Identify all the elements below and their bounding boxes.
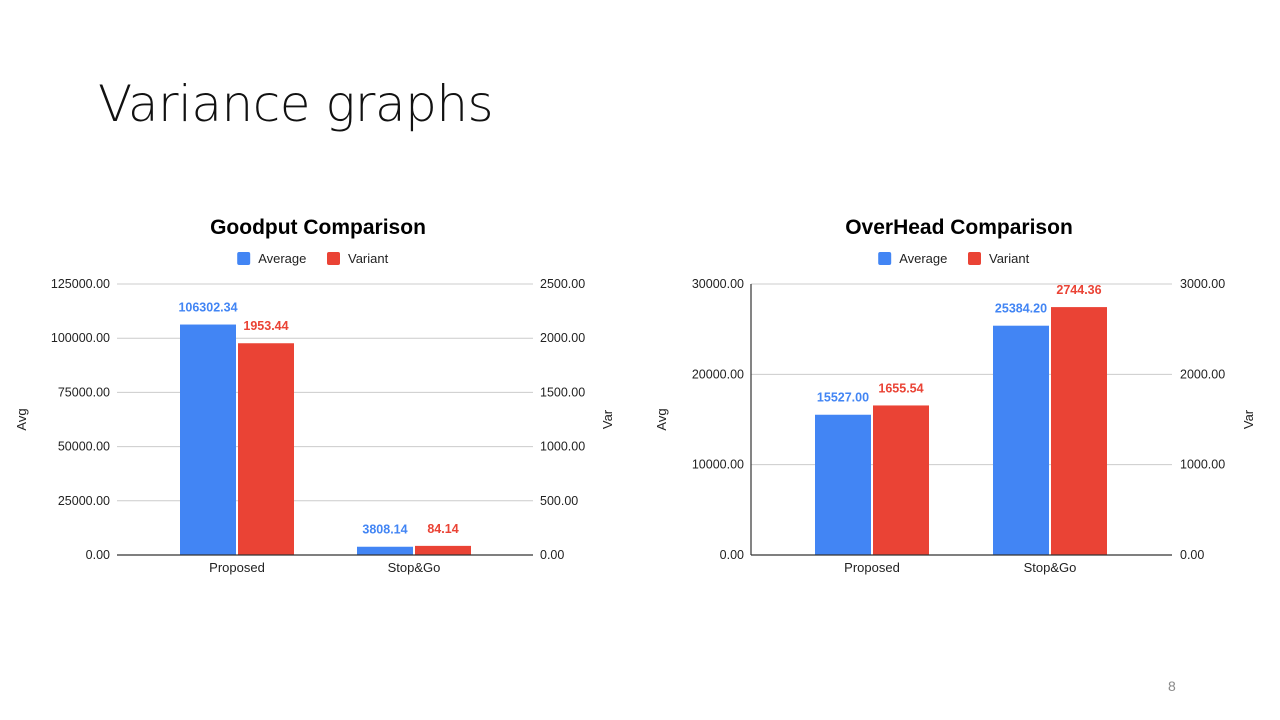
right-tick-label: 2000.00 — [1180, 367, 1225, 381]
left-tick-label: 30000.00 — [692, 277, 744, 291]
right-tick-label: 2500.00 — [540, 277, 585, 291]
category-label: Proposed — [209, 560, 265, 575]
chart-title: OverHead Comparison — [845, 216, 1073, 239]
legend-swatch-average — [237, 252, 251, 265]
bar-average-stopgo — [993, 325, 1049, 555]
left-tick-label: 125000.00 — [51, 277, 110, 291]
category-label: Stop&Go — [1024, 560, 1077, 575]
left-axis-label: Avg — [14, 408, 29, 430]
legend-label: Average — [899, 251, 947, 266]
legend-label: Variant — [348, 251, 389, 266]
legend-swatch-variant — [327, 252, 340, 265]
data-label: 15527.00 — [817, 391, 869, 405]
legend-swatch-average — [878, 252, 892, 265]
data-label: 2744.36 — [1056, 283, 1101, 297]
right-axis-label: Var — [600, 409, 615, 429]
data-label: 1953.44 — [243, 319, 288, 333]
left-tick-label: 50000.00 — [58, 440, 110, 454]
right-tick-label: 3000.00 — [1180, 277, 1225, 291]
data-label: 84.14 — [427, 522, 458, 536]
right-tick-label: 0.00 — [540, 548, 564, 562]
right-tick-label: 0.00 — [1180, 548, 1204, 562]
right-axis-label: Var — [1241, 409, 1256, 429]
left-tick-label: 0.00 — [720, 548, 744, 562]
data-label: 25384.20 — [995, 302, 1047, 316]
right-tick-label: 2000.00 — [540, 331, 585, 345]
legend-swatch-variant — [968, 252, 981, 265]
left-tick-label: 100000.00 — [51, 331, 110, 345]
data-label: 1655.54 — [878, 381, 923, 395]
overhead-comparison-chart: OverHead Comparison Average Variant 0.00 100… — [654, 216, 1256, 575]
left-tick-label: 75000.00 — [58, 385, 110, 399]
left-tick-label: 10000.00 — [692, 458, 744, 472]
right-tick-label: 1500.00 — [540, 385, 585, 399]
right-tick-label: 1000.00 — [1180, 458, 1225, 472]
bar-variant-stopgo — [415, 545, 471, 555]
left-tick-label: 25000.00 — [58, 494, 110, 508]
right-tick-label: 500.00 — [540, 494, 578, 508]
left-tick-label: 20000.00 — [692, 367, 744, 381]
left-tick-label: 0.00 — [86, 548, 110, 562]
goodput-comparison-chart: Goodput Comparison Average Variant 0.00 2500… — [14, 216, 615, 575]
bar-average-proposed — [815, 414, 871, 555]
data-label: 3808.14 — [362, 523, 407, 537]
bar-variant-proposed — [238, 343, 294, 555]
slide-title: Variance graphs — [98, 75, 494, 133]
category-label: Proposed — [844, 560, 900, 575]
bar-average-stopgo — [357, 546, 413, 555]
bar-variant-stopgo — [1051, 307, 1107, 555]
bar-average-proposed — [180, 324, 236, 555]
legend-label: Variant — [989, 251, 1030, 266]
category-label: Stop&Go — [388, 560, 441, 575]
data-label: 106302.34 — [178, 301, 237, 315]
legend-label: Average — [258, 251, 306, 266]
left-axis-label: Avg — [654, 408, 669, 430]
chart-title: Goodput Comparison — [210, 216, 426, 239]
right-tick-label: 1000.00 — [540, 440, 585, 454]
page-number: 8 — [1168, 678, 1176, 694]
bar-variant-proposed — [873, 405, 929, 555]
